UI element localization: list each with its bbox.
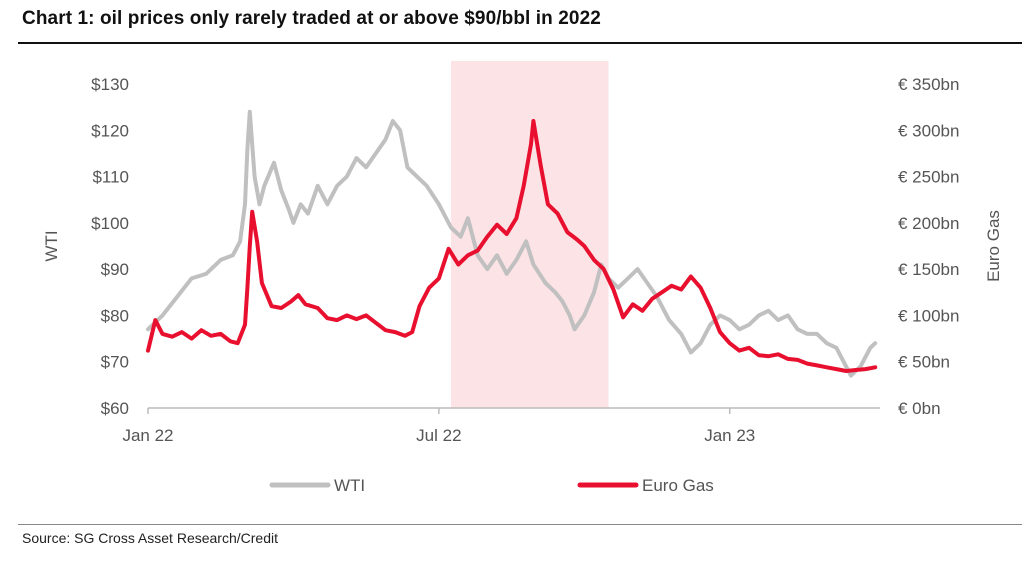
y-right-tick-label: € 0bn xyxy=(898,399,941,418)
title-divider xyxy=(18,42,1022,44)
legend-label-euro-gas: Euro Gas xyxy=(642,476,714,495)
y-right-tick-label: € 200bn xyxy=(898,214,959,233)
source-note: Source: SG Cross Asset Research/Credit xyxy=(22,530,278,546)
y-left-tick-label: $130 xyxy=(91,75,129,94)
x-tick-label: Jul 22 xyxy=(416,426,461,445)
series-line-euro-gas xyxy=(146,119,878,373)
y-left-tick-label: $90 xyxy=(101,260,129,279)
y-right-tick-label: € 50bn xyxy=(898,353,950,372)
y-left-tick-label: $110 xyxy=(92,168,129,187)
y-right-tick-label: € 350bn xyxy=(898,75,959,94)
y-axis-left-title: WTI xyxy=(42,230,61,261)
chart-title: Chart 1: oil prices only rarely traded a… xyxy=(22,8,601,29)
y-left-tick-label: $120 xyxy=(91,121,129,140)
x-tick-label: Jan 23 xyxy=(704,426,755,445)
y-right-tick-label: € 100bn xyxy=(898,306,959,325)
source-divider xyxy=(18,524,1022,525)
y-right-tick-label: € 150bn xyxy=(898,260,959,279)
legend: WTI Euro Gas xyxy=(269,476,714,495)
y-right-tick-label: € 300bn xyxy=(898,121,959,140)
y-left-tick-label: $100 xyxy=(91,214,129,233)
chart: Jan 22 Jul 22 Jan 23 $130 $120 $110 $100 $90 $8… xyxy=(42,61,1003,495)
legend-label-wti: WTI xyxy=(334,476,365,495)
y-axis-right-title: Euro Gas xyxy=(984,210,1003,282)
y-left-tick-label: $70 xyxy=(101,353,129,372)
x-tick-label: Jan 22 xyxy=(122,426,173,445)
y-left-tick-label: $60 xyxy=(101,399,129,418)
shaded-region xyxy=(450,61,609,408)
y-left-tick-label: $80 xyxy=(101,306,129,325)
series-line-wti xyxy=(146,109,878,378)
y-right-tick-label: € 250bn xyxy=(898,168,959,187)
